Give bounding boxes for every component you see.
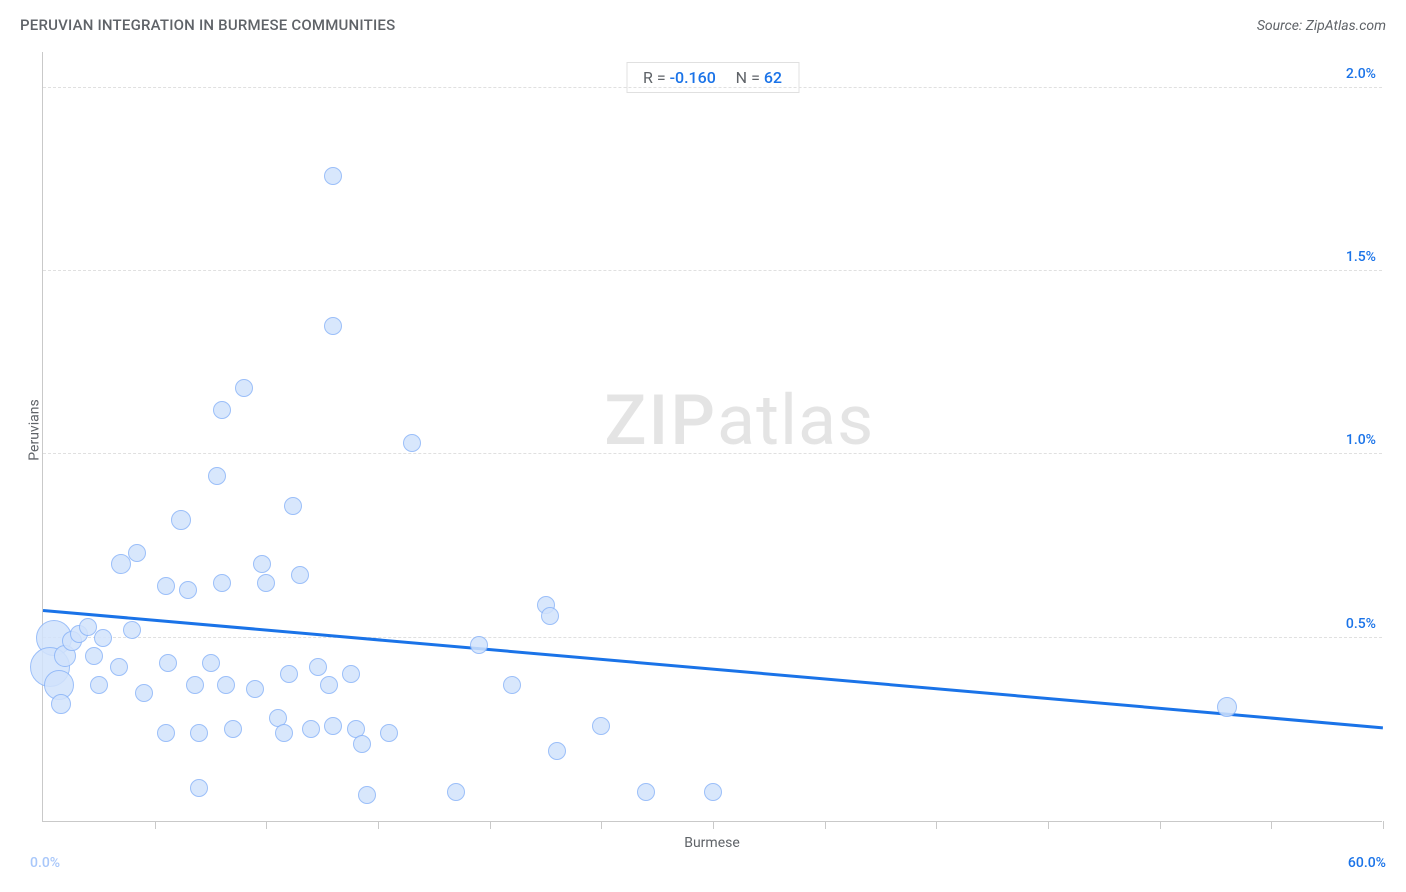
scatter-point (85, 647, 103, 665)
stat-box: R = -0.160 N = 62 (626, 62, 799, 93)
source-prefix: Source: (1257, 18, 1306, 34)
scatter-point (51, 694, 71, 714)
y-tick-label: 1.0% (1346, 432, 1376, 448)
x-min-label: 0.0% (30, 855, 60, 871)
watermark-atlas: atlas (717, 380, 874, 462)
scatter-point (447, 783, 465, 801)
scatter-point (208, 467, 226, 485)
x-tick (155, 821, 156, 829)
scatter-point (358, 786, 376, 804)
x-max-label: 60.0% (1348, 855, 1386, 871)
x-tick (1271, 821, 1272, 829)
x-tick (936, 821, 937, 829)
scatter-point (380, 724, 398, 742)
x-tick (1160, 821, 1161, 829)
chart-header: PERUVIAN INTEGRATION IN BURMESE COMMUNIT… (20, 16, 1386, 34)
scatter-point (159, 654, 177, 672)
scatter-point (202, 654, 220, 672)
grid-line (43, 453, 1382, 454)
y-tick-label: 1.5% (1346, 249, 1376, 265)
x-tick (601, 821, 602, 829)
scatter-point (541, 607, 559, 625)
grid-line (43, 87, 1382, 88)
scatter-point (403, 434, 421, 452)
scatter-point (246, 680, 264, 698)
x-tick (490, 821, 491, 829)
x-tick (266, 821, 267, 829)
scatter-point (110, 658, 128, 676)
scatter-point (213, 401, 231, 419)
scatter-point (90, 676, 108, 694)
x-tick (1383, 821, 1384, 829)
watermark-zip: ZIP (604, 380, 717, 462)
x-tick (1048, 821, 1049, 829)
scatter-point (128, 544, 146, 562)
scatter-point (592, 717, 610, 735)
y-tick-label: 2.0% (1346, 66, 1376, 82)
scatter-point (135, 684, 153, 702)
scatter-point (548, 742, 566, 760)
scatter-point (324, 167, 342, 185)
scatter-point (157, 724, 175, 742)
grid-line (43, 270, 1382, 271)
y-tick-label: 0.5% (1346, 616, 1376, 632)
source-name: ZipAtlas.com (1306, 18, 1386, 34)
trend-line (43, 609, 1383, 729)
scatter-point (235, 379, 253, 397)
watermark: ZIPatlas (604, 380, 874, 462)
scatter-point (503, 676, 521, 694)
scatter-point (320, 676, 338, 694)
chart-title: PERUVIAN INTEGRATION IN BURMESE COMMUNIT… (20, 16, 395, 34)
y-axis-label: Peruvians (27, 399, 43, 460)
scatter-point (257, 574, 275, 592)
x-tick (713, 821, 714, 829)
scatter-point (79, 618, 97, 636)
scatter-point (217, 676, 235, 694)
scatter-point (186, 676, 204, 694)
scatter-point (275, 724, 293, 742)
scatter-point (284, 497, 302, 515)
scatter-point (179, 581, 197, 599)
scatter-point (253, 555, 271, 573)
scatter-point (280, 665, 298, 683)
scatter-point (324, 317, 342, 335)
r-label: R = (643, 68, 670, 87)
scatter-point (94, 629, 112, 647)
x-tick (825, 821, 826, 829)
scatter-point (342, 665, 360, 683)
scatter-point (224, 720, 242, 738)
scatter-point (302, 720, 320, 738)
scatter-point (353, 735, 371, 753)
scatter-point (213, 574, 231, 592)
scatter-chart: R = -0.160 N = 62 ZIPatlas 0.5% 1.0% 1.5% 2… (42, 52, 1382, 822)
scatter-point (1217, 697, 1237, 717)
chart-source: Source: ZipAtlas.com (1257, 18, 1386, 34)
scatter-point (291, 566, 309, 584)
r-value: -0.160 (670, 68, 716, 87)
x-tick (378, 821, 379, 829)
n-value: 62 (764, 68, 782, 87)
scatter-point (190, 724, 208, 742)
scatter-point (470, 636, 488, 654)
scatter-point (157, 577, 175, 595)
n-label: N = (736, 68, 764, 87)
scatter-point (171, 510, 191, 530)
scatter-point (123, 621, 141, 639)
x-axis-label: Burmese (684, 835, 740, 851)
scatter-point (324, 717, 342, 735)
scatter-point (704, 783, 722, 801)
scatter-point (637, 783, 655, 801)
grid-line (43, 637, 1382, 638)
scatter-point (309, 658, 327, 676)
scatter-point (190, 779, 208, 797)
